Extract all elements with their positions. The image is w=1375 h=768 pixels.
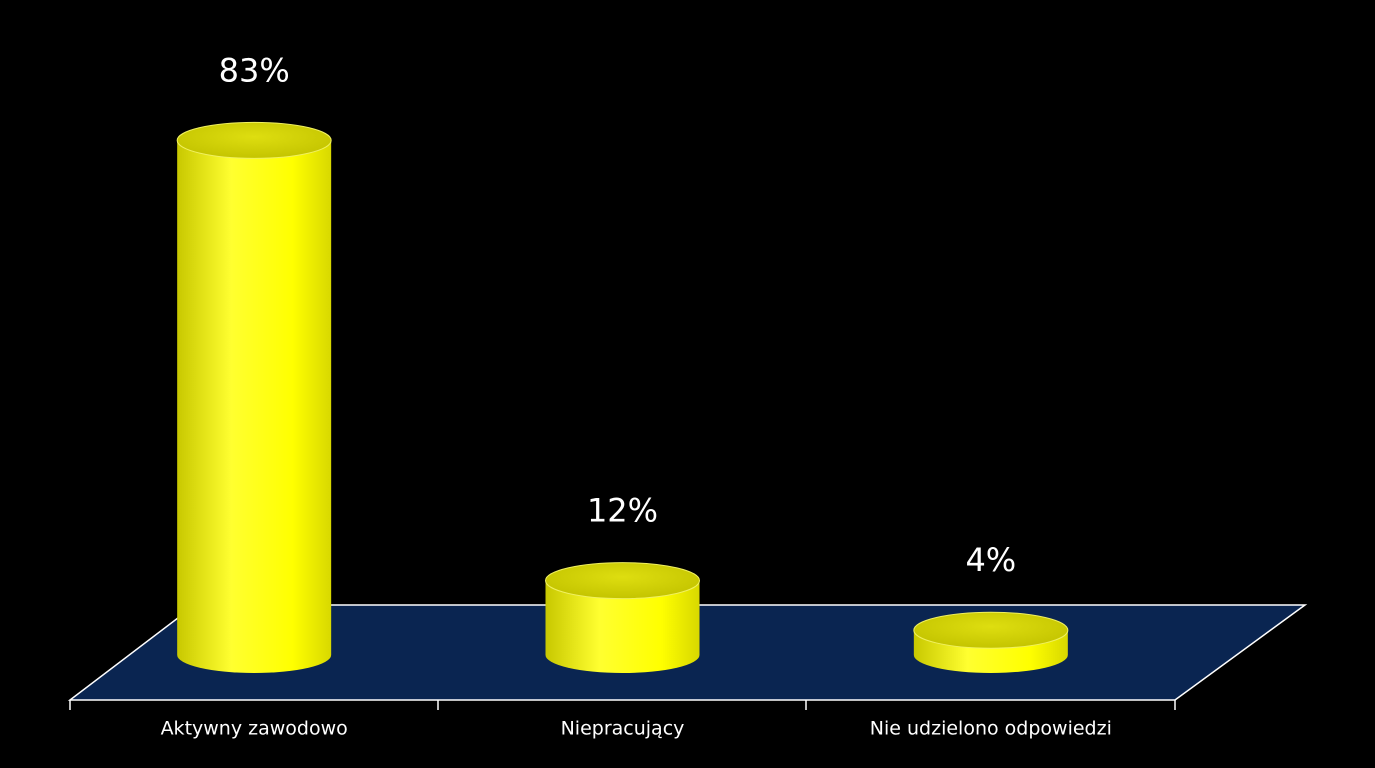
bar-top bbox=[176, 121, 332, 159]
x-tick-label: Nie udzielono odpowiedzi bbox=[870, 718, 1112, 740]
bar bbox=[545, 580, 700, 673]
axis-ticks bbox=[69, 700, 1176, 710]
bar-top bbox=[545, 562, 700, 600]
value-label: 83% bbox=[219, 51, 290, 89]
value-label: 12% bbox=[587, 492, 658, 530]
x-tick-label: Aktywny zawodowo bbox=[161, 718, 348, 740]
bar bbox=[177, 140, 332, 673]
bar-top bbox=[913, 611, 1069, 649]
x-tick-label: Niepracujący bbox=[561, 718, 685, 740]
value-label: 4% bbox=[965, 541, 1016, 579]
